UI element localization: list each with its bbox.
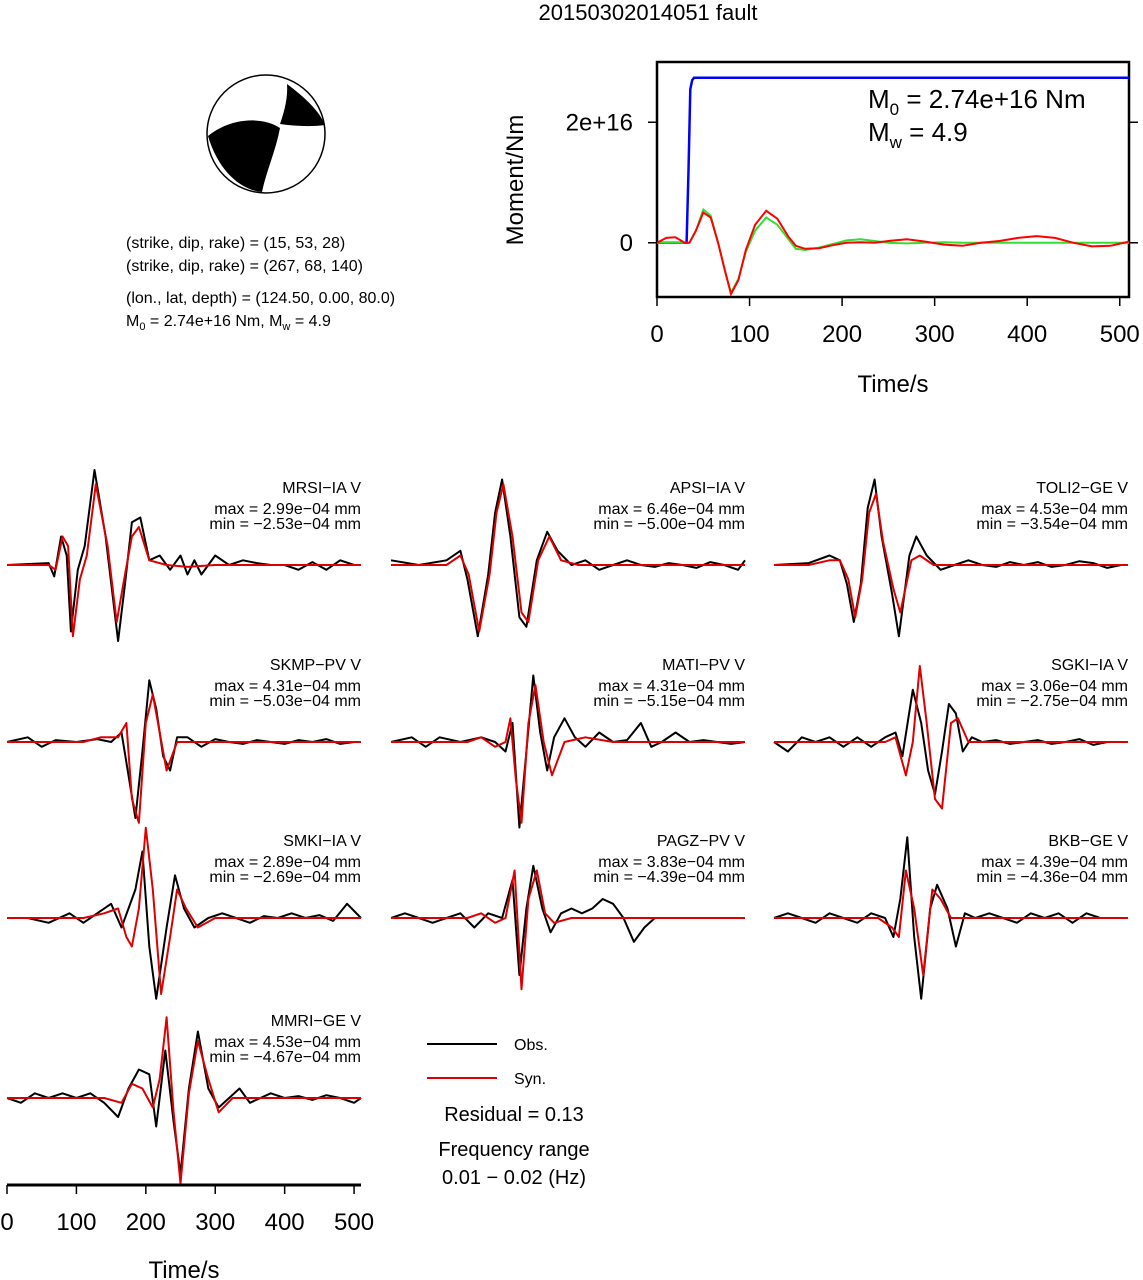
synthetic-waveform [774,665,1128,810]
moment-mw-annotation: Mw = 4.9 [868,117,968,152]
synthetic-waveform [774,869,1128,976]
station-name: MATI−PV V [662,657,745,674]
station-min-amplitude: min = −3.54e−04 mm [976,516,1128,533]
time-axis-tick-label: 100 [56,1209,96,1236]
frequency-range-title: Frequency range [438,1139,589,1161]
station-min-amplitude: min = −5.00e−04 mm [593,516,745,533]
synthetic-waveform [7,483,361,638]
beachball-compressional-quadrant [280,84,325,127]
moment-x-tick-label: 100 [730,321,770,348]
waveform-x-axis-label: Time/s [148,1257,219,1280]
station-min-amplitude: min = −5.15e−04 mm [593,693,745,710]
synthetic-waveform [391,869,745,991]
station-min-amplitude: min = −2.75e−04 mm [976,693,1128,710]
time-axis-tick-label: 400 [265,1209,305,1236]
time-axis-tick-label: 300 [195,1209,235,1236]
frequency-range-value: 0.01 − 0.02 (Hz) [442,1167,586,1189]
beachball [206,74,326,194]
synthetic-waveform [391,684,745,824]
legend: Obs. Syn. Residual = 0.13 Frequency rang… [427,1037,590,1189]
station-min-amplitude: min = −2.53e−04 mm [209,516,361,533]
moment-x-tick-label: 400 [1007,321,1047,348]
station-name: SKMP−PV V [270,657,361,674]
location-label: (lon., lat, depth) = (124.50, 0.00, 80.0… [126,290,395,307]
legend-obs-label: Obs. [514,1037,548,1054]
figure-title: 20150302014051 fault [539,0,758,25]
time-axis-tick-label: 200 [126,1209,166,1236]
station-max-amplitude: max = 3.06e−04 mm [981,678,1128,695]
synthetic-waveform [391,483,745,633]
station-min-amplitude: min = −4.36e−04 mm [976,869,1128,886]
station-name: APSI−IA V [670,480,745,497]
station-max-amplitude: max = 3.83e−04 mm [598,854,745,871]
moment-x-tick-label: 500 [1100,321,1140,348]
station-name: PAGZ−PV V [657,833,746,850]
station-max-amplitude: max = 4.39e−04 mm [981,854,1128,871]
station-max-amplitude: max = 4.53e−04 mm [981,501,1128,518]
station-max-amplitude: max = 4.31e−04 mm [598,678,745,695]
plane1-label: (strike, dip, rake) = (15, 53, 28) [126,235,345,252]
station-min-amplitude: min = −5.03e−04 mm [209,693,361,710]
synthetic-waveform [7,693,361,824]
moment-plot-frame [655,60,1131,299]
station-max-amplitude: max = 2.89e−04 mm [214,854,361,871]
station-name: MMRI−GE V [271,1013,362,1030]
moment-series-group [656,76,1130,297]
station-min-amplitude: min = −2.69e−04 mm [209,869,361,886]
moment-m0-annotation: M0 = 2.74e+16 Nm [868,84,1086,119]
moment-rate-red-line [656,209,1130,297]
moment-y-tick-label: 0 [620,230,633,257]
moment-x-tick-label: 0 [650,321,663,348]
station-name: BKB−GE V [1048,833,1128,850]
waveform-time-axis: 0 100 200 300 400 500 [0,1183,374,1236]
time-axis-tick-label: 500 [334,1209,374,1236]
station-min-amplitude: min = −4.39e−04 mm [593,869,745,886]
synthetic-waveform [774,492,1128,619]
observed-waveform [6,469,361,642]
station-name: SGKI−IA V [1051,657,1128,674]
residual-label: Residual = 0.13 [444,1104,584,1126]
moment-x-axis-label: Time/s [857,371,928,398]
moment-x-tick-label: 200 [822,321,862,348]
synthetic-waveform [7,1016,361,1185]
moment-x-tick-label: 300 [915,321,955,348]
synthetic-waveform [7,826,361,995]
beachball-compressional-quadrant [208,120,280,192]
plane2-label: (strike, dip, rake) = (267, 68, 140) [126,258,363,275]
legend-syn-label: Syn. [514,1071,546,1088]
station-max-amplitude: max = 4.53e−04 mm [214,1034,361,1051]
moment-y-axis-label: Moment/Nm [502,115,529,246]
station-name: MRSI−IA V [282,480,361,497]
station-name: SMKI−IA V [283,833,361,850]
station-max-amplitude: max = 4.31e−04 mm [214,678,361,695]
moment-magnitude-label: M0 = 2.74e+16 Nm, Mw = 4.9 [126,313,331,333]
time-axis-tick-label: 0 [0,1209,13,1236]
station-name: TOLI2−GE V [1036,480,1128,497]
station-max-amplitude: max = 6.46e−04 mm [598,501,745,518]
station-max-amplitude: max = 2.99e−04 mm [214,501,361,518]
moment-y-tick-label: 2e+16 [566,109,633,136]
moment-axis-ticks: 0 100 200 300 400 500 0 2e+16 [566,109,1140,348]
station-min-amplitude: min = −4.67e−04 mm [209,1049,361,1066]
